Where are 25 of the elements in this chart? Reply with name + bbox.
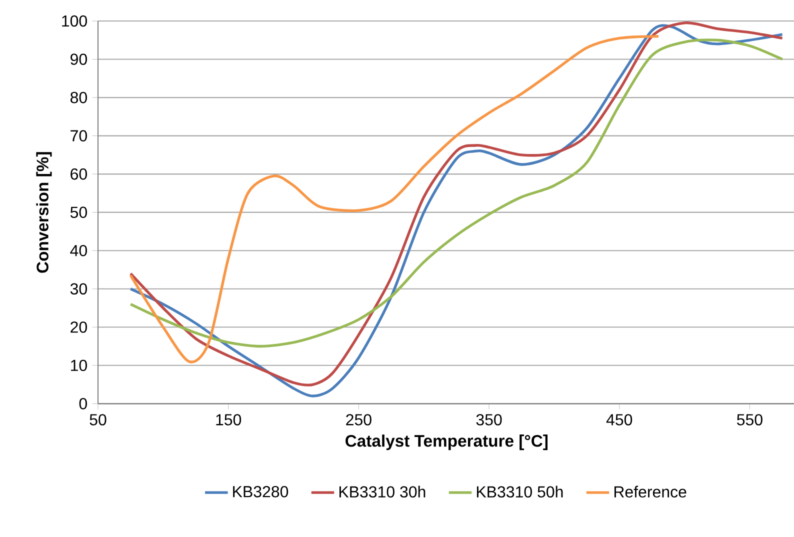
- y-tick-label: 70: [70, 130, 87, 142]
- y-tick-label: 90: [70, 54, 87, 65]
- y-tick-label: 100: [62, 15, 87, 27]
- legend-label: Reference: [614, 486, 686, 498]
- y-tick-label: 20: [70, 321, 87, 333]
- y-tick-label: 60: [70, 168, 87, 180]
- x-tick-label: 350: [476, 414, 502, 426]
- legend-label: KB3310 50h: [476, 486, 563, 498]
- y-tick-label: 30: [70, 283, 87, 295]
- x-tick-label: 550: [737, 414, 762, 426]
- line-series: [129, 38, 784, 348]
- legend-label: KB3310 30h: [339, 486, 426, 498]
- y-tick-label: 80: [70, 92, 87, 104]
- y-axis-title: Conversion [%]: [36, 152, 52, 273]
- y-tick-label: 10: [71, 360, 87, 372]
- legend-label: KB3280: [233, 486, 288, 498]
- line-series: [129, 34, 660, 364]
- x-tick-label: 50: [90, 414, 106, 426]
- y-tick-label: 0: [79, 398, 87, 410]
- y-tick-label: 40: [70, 244, 87, 256]
- x-tick-label: 150: [216, 414, 242, 426]
- x-axis-title: Catalyst Temperature [°C]: [346, 434, 548, 450]
- x-tick-label: 450: [606, 414, 632, 426]
- x-tick-label: 250: [346, 414, 372, 426]
- y-tick-label: 50: [70, 206, 87, 218]
